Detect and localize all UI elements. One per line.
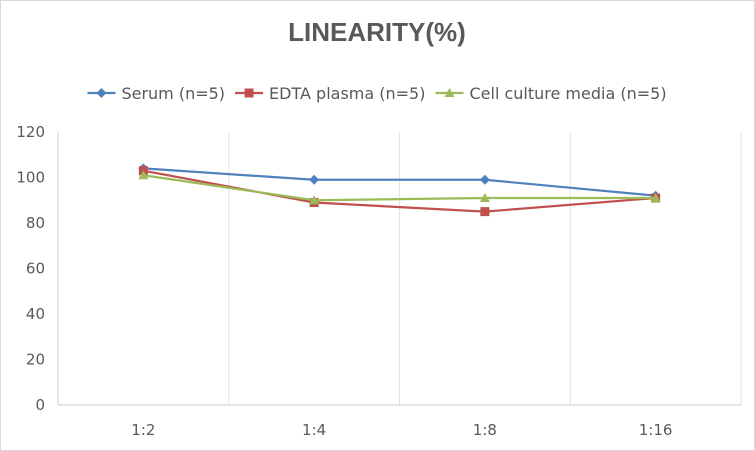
series-line: [143, 167, 656, 197]
legend: Serum (n=5) EDTA plasma (n=5) Cell culture…: [87, 84, 667, 103]
legend-marker: [444, 88, 455, 97]
data-point: [480, 207, 490, 217]
y-axis-ticks: 0 20 40 60 80 100 120: [16, 123, 45, 414]
series-line: [143, 169, 656, 213]
data-point: [309, 195, 320, 205]
legend-marker: [244, 88, 254, 98]
data-point: [309, 174, 320, 185]
x-tick-label: 1:4: [302, 421, 326, 439]
chart-title: LINEARITY(%): [288, 17, 466, 47]
legend-item-serum-n-5: Serum (n=5): [87, 84, 225, 103]
x-tick-label: 1:8: [473, 421, 497, 439]
legend-item-cell-culture-media-n-5: Cell culture media (n=5): [435, 84, 667, 103]
y-tick-label: 0: [35, 396, 45, 414]
series-line: [143, 174, 656, 202]
series-group: [138, 163, 661, 217]
legend-label: Cell culture media (n=5): [469, 84, 666, 103]
data-point: [479, 174, 490, 185]
y-tick-label: 100: [16, 169, 45, 187]
legend-item-edta-plasma-n-5: EDTA plasma (n=5): [235, 84, 425, 103]
y-tick-label: 120: [16, 123, 45, 141]
data-point: [479, 192, 490, 202]
y-tick-label: 20: [26, 351, 45, 369]
legend-label: EDTA plasma (n=5): [269, 84, 425, 103]
y-tick-label: 40: [26, 305, 45, 323]
series-cell-culture-media-n-5: [138, 170, 661, 205]
legend-marker: [96, 88, 107, 98]
y-tick-label: 60: [26, 260, 45, 278]
data-point: [650, 192, 661, 202]
axes: [57, 132, 741, 406]
x-tick-label: 1:16: [639, 421, 673, 439]
x-axis-ticks: 1:2 1:4 1:8 1:16: [131, 421, 672, 439]
y-tick-label: 80: [26, 214, 45, 232]
gridlines: [228, 132, 742, 405]
x-tick-label: 1:2: [131, 421, 155, 439]
data-point: [138, 170, 149, 180]
legend-label: Serum (n=5): [121, 84, 225, 103]
